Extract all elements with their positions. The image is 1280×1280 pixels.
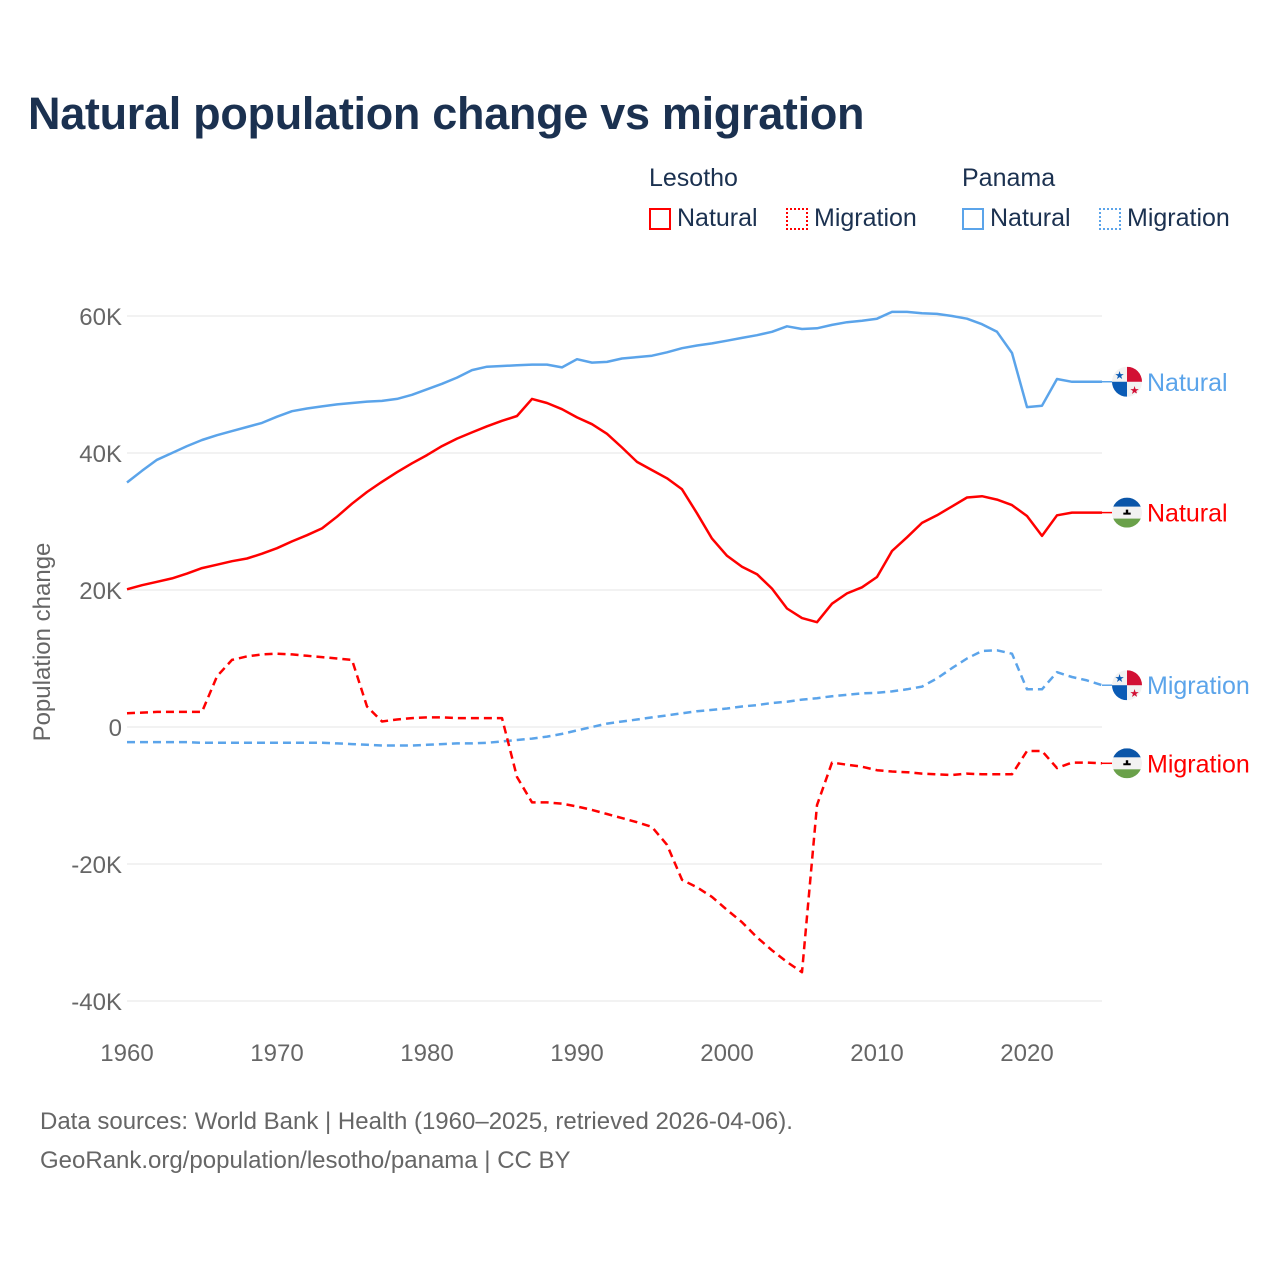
- y-axis-label: Population change: [29, 543, 56, 742]
- y-tick-label: 0: [109, 715, 122, 742]
- legend-label: Natural: [677, 204, 758, 232]
- chart-title: Natural population change vs migration: [28, 88, 865, 139]
- end-label: Natural: [1147, 369, 1228, 397]
- solid-swatch-icon: [649, 207, 671, 230]
- legend-group-lesotho: Lesotho: [649, 164, 738, 192]
- end-label: Natural: [1147, 500, 1228, 528]
- series-line-panama-natural: [126, 310, 1102, 484]
- end-label: Migration: [1147, 750, 1250, 778]
- panama-flag-icon: [1112, 367, 1142, 397]
- lesotho-flag-icon: [1112, 498, 1142, 528]
- footer-credit: GeoRank.org/population/lesotho/panama | …: [40, 1147, 571, 1174]
- legend-label: Natural: [990, 204, 1071, 232]
- series-line-lesotho-natural: [126, 397, 1102, 624]
- x-tick-label: 1980: [400, 1040, 453, 1067]
- footer-sources: Data sources: World Bank | Health (1960–…: [40, 1108, 793, 1135]
- x-tick-label: 2010: [850, 1040, 903, 1067]
- legend-group-panama: Panama: [962, 164, 1056, 192]
- dotted-swatch-icon: [786, 207, 808, 230]
- legend-panama-natural[interactable]: Natural: [962, 204, 1071, 233]
- x-tick-label: 2000: [700, 1040, 753, 1067]
- legend-label: Migration: [1127, 204, 1230, 232]
- series-line-panama-migration: [127, 649, 1103, 747]
- solid-swatch-icon: [962, 207, 984, 230]
- y-tick-label: -20K: [71, 852, 122, 879]
- x-tick-label: 1990: [550, 1040, 603, 1067]
- lesotho-flag-icon: [1112, 748, 1142, 778]
- dotted-swatch-icon: [1099, 207, 1121, 230]
- x-tick-label: 1960: [100, 1040, 153, 1067]
- y-tick-label: 40K: [79, 441, 122, 468]
- x-tick-label: 1970: [250, 1040, 303, 1067]
- legend-label: Migration: [814, 204, 917, 232]
- y-tick-label: 60K: [79, 304, 122, 331]
- panama-flag-icon: [1112, 670, 1142, 700]
- y-tick-label: -40K: [71, 989, 122, 1016]
- legend-lesotho-migration[interactable]: Migration: [786, 204, 917, 233]
- end-label: Migration: [1147, 672, 1250, 700]
- y-tick-label: 20K: [79, 578, 122, 605]
- series-line-lesotho-migration: [126, 652, 1103, 974]
- x-tick-label: 2020: [1000, 1040, 1053, 1067]
- legend-panama-migration[interactable]: Migration: [1099, 204, 1230, 233]
- legend-lesotho-natural[interactable]: Natural: [649, 204, 758, 233]
